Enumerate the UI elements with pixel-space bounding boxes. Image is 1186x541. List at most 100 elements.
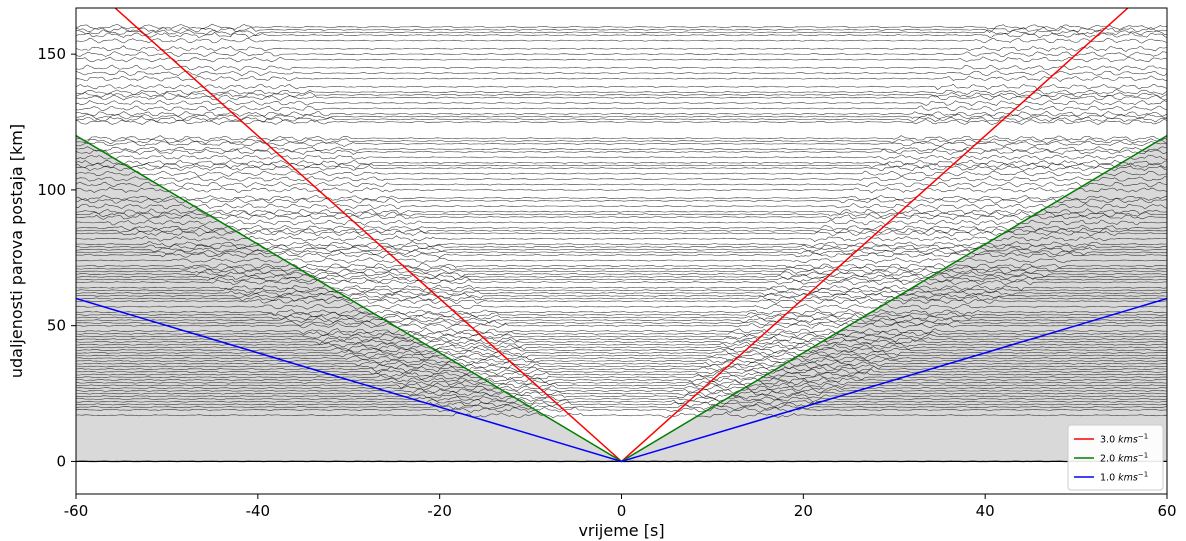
waveform-trace bbox=[76, 338, 1167, 345]
legend: 3.0 kms−1 2.0 kms−1 1.0 kms−1 bbox=[1067, 424, 1164, 491]
waveform-trace bbox=[76, 333, 1167, 339]
waveform-trace bbox=[76, 105, 1167, 112]
waveform-trace bbox=[76, 390, 1167, 397]
waveform-trace bbox=[76, 374, 1167, 381]
waveform-trace bbox=[76, 298, 1167, 305]
waveform-trace bbox=[76, 138, 1167, 145]
waveform-trace bbox=[76, 308, 1167, 316]
waveform-trace bbox=[76, 352, 1167, 359]
y-axis: 0 50 100 150 bbox=[37, 45, 76, 470]
waveform-trace bbox=[76, 257, 1167, 264]
waveform-trace bbox=[76, 91, 1167, 98]
waveform-trace bbox=[76, 56, 1167, 63]
waveform-trace bbox=[76, 83, 1167, 90]
waveform-trace bbox=[76, 164, 1167, 172]
waveform-trace bbox=[76, 224, 1167, 231]
legend-box bbox=[1067, 424, 1164, 491]
waveform-trace bbox=[76, 263, 1167, 269]
waveform-trace bbox=[76, 388, 1167, 394]
x-tick-label: 40 bbox=[976, 502, 995, 520]
velocity-line-3 bbox=[76, 297, 1167, 463]
waveform-trace bbox=[76, 214, 1167, 221]
x-tick-label: -60 bbox=[64, 502, 89, 520]
legend-label: 2.0 kms−1 bbox=[1100, 452, 1148, 465]
waveform-trace bbox=[76, 330, 1167, 338]
waveform-trace bbox=[76, 211, 1167, 218]
waveform-trace bbox=[76, 159, 1167, 166]
waveform-trace bbox=[76, 181, 1167, 188]
x-tick-label: 0 bbox=[617, 502, 627, 520]
waveform-trace bbox=[76, 94, 1167, 101]
waveform-trace bbox=[76, 64, 1167, 71]
waveform-trace bbox=[76, 110, 1167, 117]
waveform-trace bbox=[76, 100, 1167, 106]
waveform-trace bbox=[76, 75, 1167, 82]
waveform-trace bbox=[76, 268, 1167, 275]
waveform-trace bbox=[76, 360, 1167, 367]
waveform-trace bbox=[76, 194, 1167, 201]
y-tick-label: 50 bbox=[47, 317, 66, 335]
waveform-trace bbox=[76, 327, 1167, 335]
waveform-trace bbox=[76, 140, 1167, 147]
waveform-trace bbox=[76, 26, 1167, 33]
waveform-trace bbox=[76, 197, 1167, 204]
x-tick-label: -40 bbox=[246, 502, 271, 520]
waveform-trace bbox=[76, 341, 1167, 348]
waveform-trace bbox=[76, 314, 1167, 321]
waveform-trace bbox=[76, 31, 1167, 39]
waveform-trace bbox=[76, 45, 1167, 52]
waveform-trace bbox=[76, 393, 1167, 400]
waveform-trace bbox=[76, 246, 1167, 254]
traces bbox=[76, 23, 1167, 463]
waveform-trace bbox=[76, 162, 1167, 169]
waveform-trace bbox=[76, 399, 1167, 405]
y-tick-label: 150 bbox=[37, 45, 66, 63]
waveform-trace bbox=[76, 379, 1167, 386]
x-tick-label: 20 bbox=[794, 502, 813, 520]
waveform-trace bbox=[76, 396, 1167, 403]
waveform-trace bbox=[76, 271, 1167, 278]
y-tick-label: 0 bbox=[56, 452, 66, 470]
waveform-trace bbox=[76, 303, 1167, 310]
waveform-trace bbox=[76, 265, 1167, 272]
waveform-trace bbox=[76, 241, 1167, 248]
waveform-trace bbox=[76, 319, 1167, 326]
waveform-trace bbox=[76, 358, 1167, 364]
waveform-trace bbox=[76, 23, 1167, 31]
waveform-trace bbox=[76, 89, 1167, 96]
waveform-trace bbox=[76, 37, 1167, 44]
waveform-trace bbox=[76, 113, 1167, 120]
waveform-trace bbox=[76, 230, 1167, 237]
waveform-trace bbox=[76, 311, 1167, 318]
waveform-trace bbox=[76, 284, 1167, 291]
x-tick-label: -20 bbox=[427, 502, 452, 520]
waveform-trace bbox=[76, 208, 1167, 215]
waveform-trace bbox=[76, 343, 1167, 351]
waveform-trace bbox=[76, 371, 1167, 378]
waveform-trace bbox=[76, 175, 1167, 182]
waveform-trace bbox=[76, 219, 1167, 226]
waveform-trace bbox=[76, 411, 1167, 419]
y-tick-label: 100 bbox=[37, 181, 66, 199]
waveform-trace bbox=[76, 248, 1167, 256]
waveform-trace bbox=[76, 29, 1167, 36]
waveform-trace bbox=[76, 287, 1167, 294]
waveform-trace bbox=[76, 290, 1167, 297]
waveform-trace bbox=[76, 382, 1167, 389]
legend-label: 3.0 kms−1 bbox=[1100, 433, 1148, 446]
legend-label: 1.0 kms−1 bbox=[1100, 471, 1148, 484]
x-tick-label: 60 bbox=[1157, 502, 1176, 520]
waveform-trace bbox=[76, 365, 1167, 373]
waveform-trace bbox=[76, 292, 1167, 299]
waveform-trace bbox=[76, 146, 1167, 153]
waveform-trace bbox=[76, 295, 1167, 302]
waveform-trace bbox=[76, 354, 1167, 362]
x-axis: -60 -40 -20 0 20 40 60 bbox=[64, 494, 1177, 520]
waveform-trace bbox=[76, 336, 1167, 343]
waveform-trace bbox=[76, 317, 1167, 324]
waveform-trace bbox=[76, 118, 1167, 126]
waveform-trace bbox=[76, 116, 1167, 123]
waveform-trace bbox=[76, 404, 1167, 411]
waveform-trace bbox=[76, 276, 1167, 283]
